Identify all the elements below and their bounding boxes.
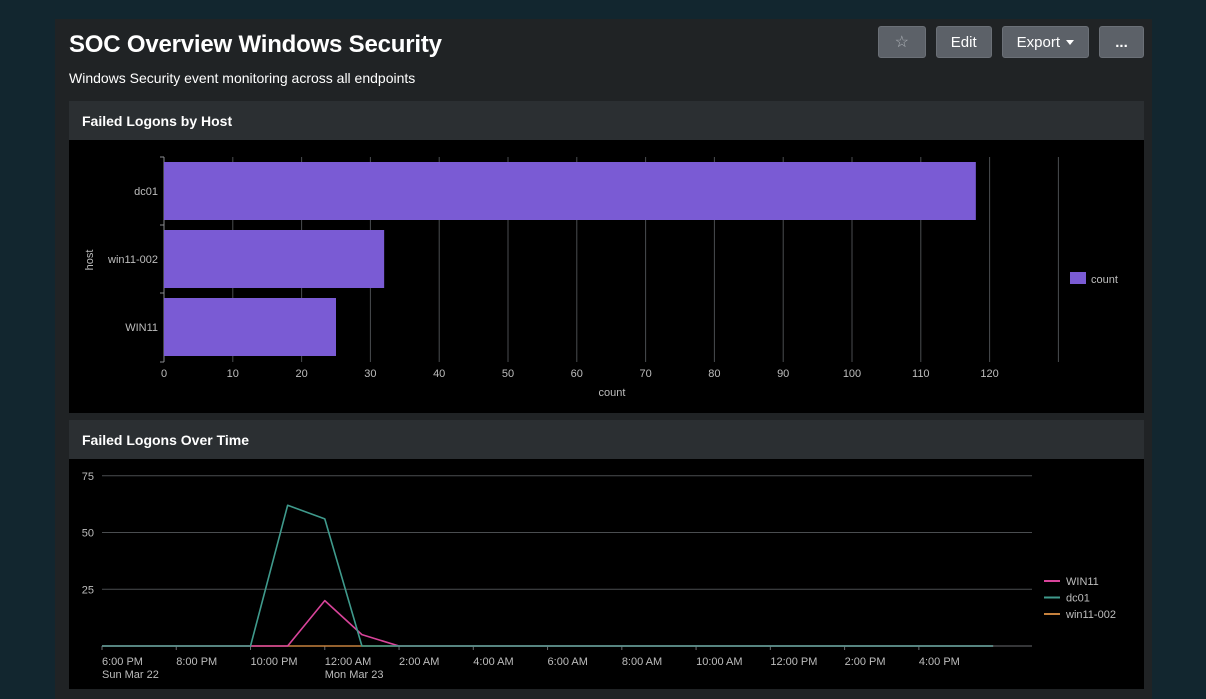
- favorite-button[interactable]: ☆: [877, 26, 926, 58]
- legend-label: win11-002: [1065, 609, 1116, 621]
- x-tick-sublabel: Sun Mar 22: [102, 669, 159, 681]
- bar: [164, 162, 976, 220]
- x-tick-label: 60: [571, 368, 583, 380]
- panel-title: Failed Logons by Host: [69, 101, 1144, 140]
- legend-label: count: [1091, 274, 1118, 286]
- line-chart-area: 25 50 75 6:00 PM Sun Mar 22 8:00 PM 10:00 PM 12…: [69, 459, 1144, 689]
- caret-down-icon: [1066, 39, 1074, 45]
- x-tick-label: 120: [980, 368, 998, 380]
- x-tick-label: 6:00 AM: [548, 656, 588, 668]
- x-tick-label: 20: [295, 368, 307, 380]
- x-tick-label: 80: [708, 368, 720, 380]
- panel-title: Failed Logons Over Time: [69, 420, 1144, 459]
- panel-failed-logons-over-time: Failed Logons Over Time 25 50 75 6:00 PM Sun…: [69, 420, 1144, 689]
- dashboard-title: SOC Overview Windows Security: [69, 31, 442, 58]
- dashboard-toolbar: ☆ Edit Export ...: [877, 26, 1144, 58]
- x-tick-label: 6:00 PM: [102, 656, 143, 668]
- x-tick-label: 50: [502, 368, 514, 380]
- legend-label: dc01: [1066, 593, 1090, 605]
- star-icon: ☆: [894, 34, 909, 51]
- x-tick-label: 4:00 AM: [473, 656, 513, 668]
- bar: [164, 230, 385, 288]
- x-tick-label: 12:00 PM: [770, 656, 817, 668]
- y-tick-label: 25: [82, 584, 94, 596]
- dashboard-description: Windows Security event monitoring across…: [69, 70, 416, 86]
- legend-label: WIN11: [1066, 576, 1099, 588]
- dashboard: SOC Overview Windows Security Windows Se…: [55, 19, 1152, 699]
- y-tick-label: 50: [82, 528, 94, 540]
- x-tick-label: 10:00 PM: [251, 656, 298, 668]
- x-tick-label: 110: [912, 368, 930, 380]
- x-tick-label: 90: [777, 368, 789, 380]
- y-tick-label: 75: [82, 471, 94, 483]
- x-tick-label: 8:00 PM: [176, 656, 217, 668]
- panel-failed-logons-by-host: Failed Logons by Host 0 10 20 30 40 50 60 70 80 9…: [69, 101, 1144, 413]
- y-tick-label: win11-002: [107, 254, 158, 266]
- x-tick-label: 30: [364, 368, 376, 380]
- x-tick-label: 12:00 AM: [325, 656, 371, 668]
- x-tick-label: 8:00 AM: [622, 656, 662, 668]
- x-axis-title: count: [599, 387, 626, 399]
- x-tick-label: 40: [433, 368, 445, 380]
- y-tick-label: dc01: [134, 186, 158, 198]
- series-line: [102, 504, 994, 647]
- y-axis-title: host: [84, 250, 96, 271]
- bar: [164, 298, 336, 356]
- x-tick-sublabel: Mon Mar 23: [325, 669, 384, 681]
- x-tick-label: 2:00 AM: [399, 656, 439, 668]
- series-line: [102, 599, 994, 647]
- edit-button[interactable]: Edit: [935, 26, 992, 58]
- x-tick-label: 100: [843, 368, 861, 380]
- export-button[interactable]: Export: [1001, 26, 1089, 58]
- export-button-label: Export: [1016, 33, 1060, 51]
- x-tick-label: 0: [161, 368, 167, 380]
- y-tick-label: WIN11: [125, 322, 158, 334]
- bar-chart: 0 10 20 30 40 50 60 70 80 90 100 110 120 dc01 win11-00…: [84, 156, 1118, 399]
- legend-swatch: [1070, 272, 1086, 284]
- more-actions-button[interactable]: ...: [1099, 26, 1144, 58]
- x-tick-label: 10: [227, 368, 239, 380]
- x-tick-label: 10:00 AM: [696, 656, 742, 668]
- bar-chart-area: 0 10 20 30 40 50 60 70 80 90 100 110 120 dc01 win11-00…: [69, 140, 1144, 413]
- x-tick-label: 70: [639, 368, 651, 380]
- x-tick-label: 2:00 PM: [845, 656, 886, 668]
- x-tick-label: 4:00 PM: [919, 656, 960, 668]
